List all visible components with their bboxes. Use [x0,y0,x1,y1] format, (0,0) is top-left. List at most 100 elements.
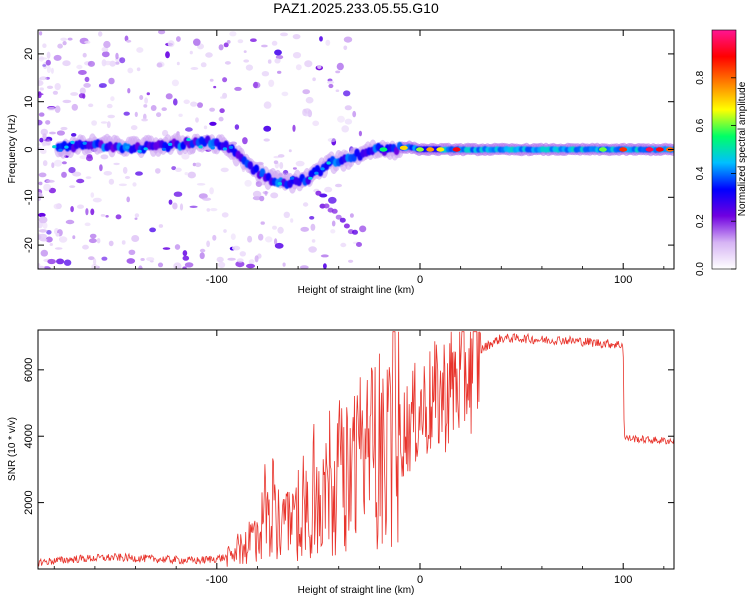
noise-blob [128,249,136,255]
colorbar-ticks: 0.0 0.2 0.4 0.6 0.8 [695,70,736,276]
ridge-speck [308,176,313,180]
noise-blob [57,43,63,49]
noise-blob [185,127,193,132]
noise-blob [232,245,241,251]
noise-blob [271,40,278,46]
noise-blob [91,120,97,126]
noise-blob [71,103,79,111]
snr-x-label: Height of straight line (km) [298,585,415,596]
noise-blob [39,57,48,60]
noise-blob [134,217,138,220]
noise-blob [110,96,115,102]
ridge-speck [277,182,282,186]
noise-blob [295,64,302,71]
noise-blob [143,113,147,121]
noise-blob [352,110,357,118]
noise-blob [45,120,51,125]
noise-blob [292,34,301,40]
noise-blob [98,83,107,88]
noise-blob [70,206,74,213]
ridge-speck [82,141,87,145]
noise-blob [40,148,47,155]
noise-blob [220,167,229,173]
ridge-speck [125,145,130,149]
noise-blob [134,213,140,218]
noise-blob [222,92,228,99]
colorbar-gradient [711,29,737,270]
noise-blob [83,83,91,88]
noise-blob [70,92,79,96]
noise-blob [47,258,56,265]
noise-blob [254,255,259,263]
noise-blob [46,230,52,235]
branch-blob [356,242,362,247]
noise-blob [38,112,45,117]
noise-blob [310,223,316,231]
noise-blob [124,35,129,42]
noise-blob [328,83,334,89]
noise-blob [245,64,253,71]
noise-blob [55,232,60,237]
noise-blob [292,124,296,132]
noise-blob [109,60,116,67]
noise-blob [193,38,201,46]
noise-blob [108,178,115,185]
noise-blob [227,257,236,261]
noise-blob [239,251,246,257]
noise-blob [150,105,157,111]
noise-blob [223,229,227,233]
noise-blob [277,70,282,74]
noise-blob [76,64,83,70]
snr-frame [37,329,675,570]
noise-blob [179,203,184,211]
noise-blob [54,247,63,250]
noise-blob [47,106,56,111]
noise-blob [53,159,63,167]
noise-blob [45,236,53,243]
noise-blob [56,130,65,136]
noise-blob [161,107,167,111]
y-tick-label: -20 [23,237,35,253]
noise-blob [52,90,59,95]
noise-blob [317,65,322,69]
noise-blob [139,95,144,100]
branch-blob [339,217,346,223]
noise-blob [136,67,141,72]
noise-blob [308,246,317,253]
noise-blob [38,197,41,201]
noise-blob [108,240,114,247]
noise-blob [58,236,68,243]
x-tick-label: 0 [417,274,423,286]
branch-blob [323,203,330,209]
noise-blob [222,77,228,83]
y-tick-label: 2000 [23,490,35,514]
ridge-speck [210,146,215,150]
noise-blob [49,131,56,135]
noise-blob [42,222,48,229]
noise-blob [305,96,314,104]
ridge-speck [167,142,173,146]
noise-blob [281,91,289,97]
snr-y-ticks: 2000 4000 6000 [23,358,674,515]
noise-blob [38,119,43,126]
noise-blob [197,102,203,108]
noise-blob [184,262,194,268]
noise-blob [84,76,90,83]
noise-blob [49,243,53,246]
ridge-speck [314,171,319,175]
noise-blob [213,85,217,89]
noise-blob [71,133,77,137]
noise-blob [98,31,103,37]
ridge-hotspot [655,147,664,152]
noise-blob [230,233,236,240]
noise-blob [63,259,72,266]
noise-blob [209,187,214,195]
noise-blob [146,257,155,262]
noise-blob [38,263,41,267]
noise-blob [103,40,111,49]
noise-blob [136,47,144,53]
noise-blob [274,58,281,64]
noise-blob [82,52,87,58]
noise-blob [84,40,91,44]
noise-blob [155,168,161,174]
